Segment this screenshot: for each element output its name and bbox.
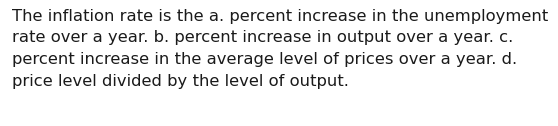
- Text: The inflation rate is the a. percent increase in the unemployment
rate over a ye: The inflation rate is the a. percent inc…: [12, 9, 549, 89]
